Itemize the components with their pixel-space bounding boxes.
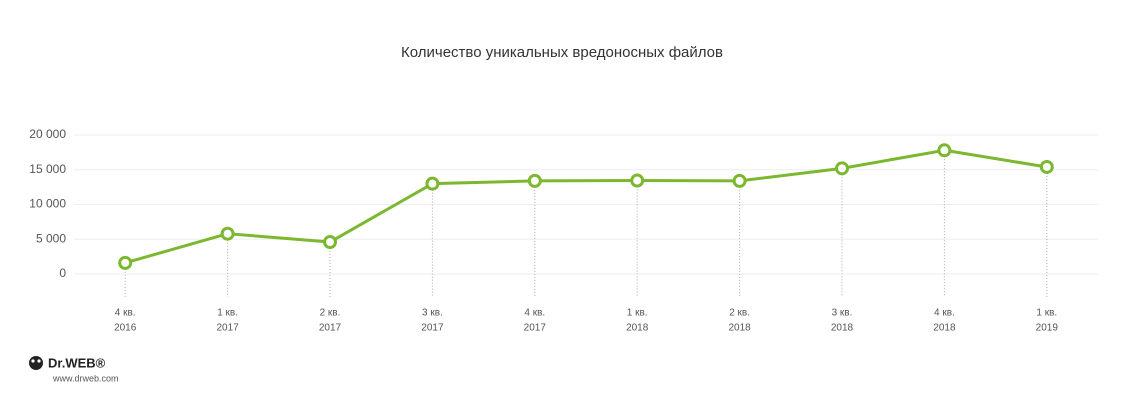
x-tick-label: 2018 [626, 323, 649, 334]
x-tick-label: 2016 [114, 323, 137, 334]
logo-eye [37, 359, 41, 363]
x-tick-label: 2017 [216, 323, 239, 334]
line [124, 148, 1048, 265]
logo-brand: Dr.WEB® [48, 355, 106, 370]
logo: Dr.WEB® www.drweb.com [29, 355, 119, 383]
x-tick-label: 1 кв. [217, 308, 238, 319]
x-tick-label: 4 кв. [934, 308, 955, 319]
point [220, 226, 235, 241]
point [425, 176, 440, 191]
x-tick-label: 4 кв. [524, 308, 545, 319]
chart-title: Количество уникальных вредоносных файлов [401, 44, 723, 61]
x-tick-label: 2 кв. [729, 308, 750, 319]
point [1039, 159, 1054, 174]
x-tick-label: 2018 [728, 323, 751, 334]
x-tick-label: 1 кв. [627, 308, 648, 319]
logo-eye [31, 359, 35, 363]
point [630, 173, 645, 188]
x-tick-label: 2017 [524, 323, 547, 334]
x-tick-label: 4 кв. [115, 308, 136, 319]
x-tick-label: 2 кв. [320, 308, 341, 319]
point [527, 173, 542, 188]
x-tick-label: 2019 [1036, 323, 1059, 334]
x-tick-label: 2018 [933, 323, 956, 334]
logo-url: www.drweb.com [52, 373, 119, 383]
y-tick-label: 15 000 [29, 162, 66, 176]
logo-icon [29, 356, 43, 370]
x-tick-label: 3 кв. [832, 308, 853, 319]
point [937, 143, 952, 158]
x-tick-label: 2017 [319, 323, 342, 334]
point [835, 161, 849, 176]
x-tick-label: 2018 [831, 323, 854, 334]
x-tick-label: 1 кв. [1036, 308, 1057, 319]
y-tick-label: 0 [59, 266, 66, 280]
y-tick-label: 10 000 [29, 197, 66, 211]
point [732, 173, 747, 188]
point [118, 255, 133, 270]
y-tick-label: 5 000 [36, 231, 66, 245]
x-tick-label: 3 кв. [422, 308, 443, 319]
point [323, 235, 337, 250]
x-tick-label: 2017 [421, 323, 444, 334]
y-tick-label: 20 000 [29, 127, 66, 141]
